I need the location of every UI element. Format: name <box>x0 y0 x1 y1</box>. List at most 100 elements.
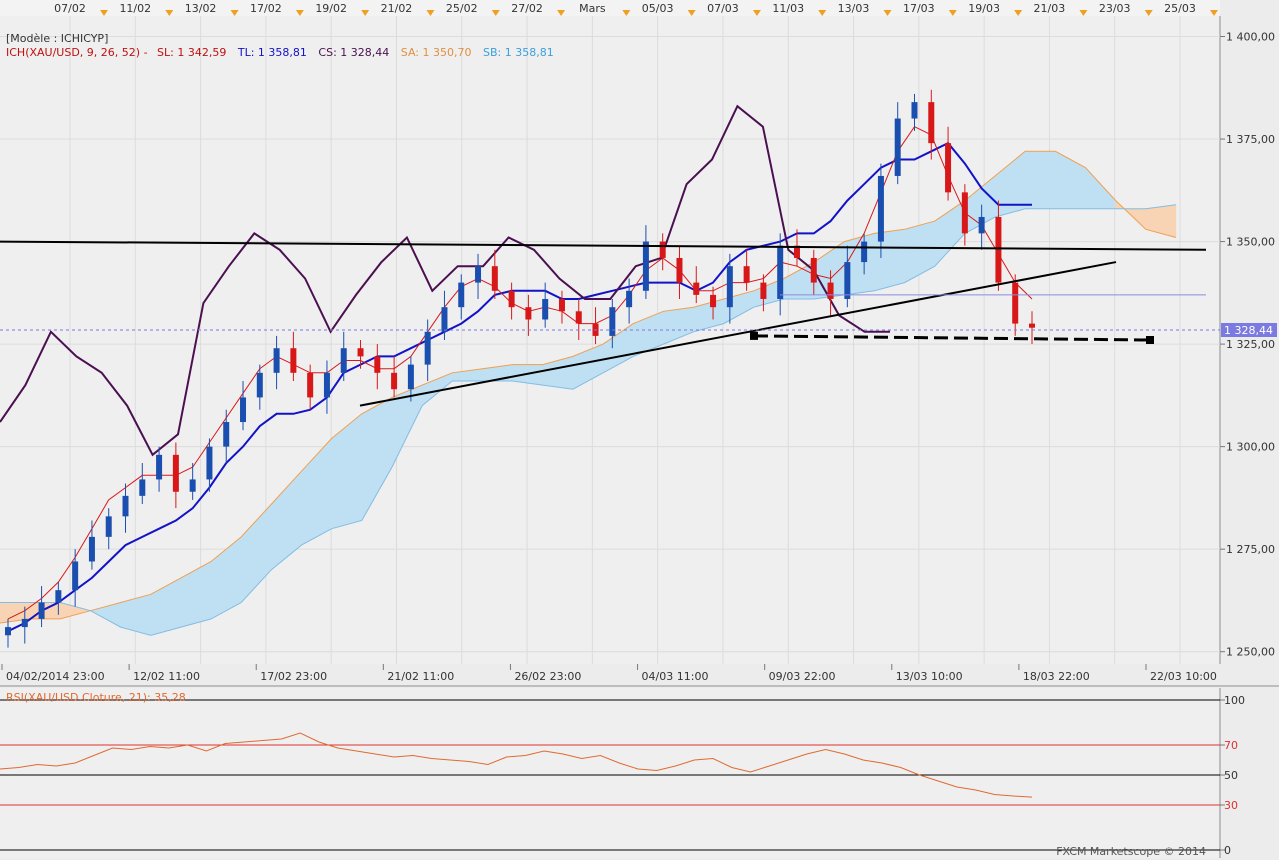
candle-body <box>55 590 62 603</box>
support-anchor-end <box>1146 336 1154 344</box>
date-marker <box>165 10 174 16</box>
date-marker <box>752 10 761 16</box>
rsi-tick-label: 30 <box>1224 799 1238 812</box>
legend-row: ICH(XAU/USD, 9, 26, 52) - SL: 1 342,59 T… <box>6 46 554 59</box>
candle-body <box>88 536 95 562</box>
top-date-label: 25/02 <box>446 2 478 15</box>
candle-body <box>156 454 163 480</box>
candle-body <box>290 348 297 373</box>
candle-body <box>189 479 196 492</box>
bottom-date-label: 21/02 11:00 <box>387 670 454 683</box>
trend-drawings <box>0 240 1220 407</box>
candle-body <box>105 516 112 537</box>
price-tick-label: 1 300,00 <box>1226 441 1275 454</box>
bottom-date-label: 22/03 10:00 <box>1150 670 1217 683</box>
date-marker <box>687 10 696 16</box>
candle-body <box>760 282 767 299</box>
candle-body <box>491 266 498 291</box>
date-marker <box>948 10 957 16</box>
model-label: [Modèle : ICHICYP] <box>6 32 108 45</box>
candle-body <box>978 216 985 234</box>
candle-body <box>21 618 28 628</box>
rising-trend-line <box>359 261 1117 407</box>
candle-body <box>995 216 1002 283</box>
candle-body <box>609 307 616 336</box>
candle-body <box>626 290 633 308</box>
resistance-line <box>0 240 1207 251</box>
candle-body <box>693 282 700 295</box>
candle-body <box>894 118 901 176</box>
candle-body <box>340 348 347 373</box>
candle-body <box>1012 282 1019 324</box>
date-marker <box>818 10 827 16</box>
bottom-date-label: 13/03 10:00 <box>896 670 963 683</box>
bottom-date-label: 04/03 11:00 <box>642 670 709 683</box>
top-date-label: 17/03 <box>903 2 935 15</box>
legend-indicator: ICH(XAU/USD, 9, 26, 52) - <box>6 46 148 59</box>
rsi-tick-label: 50 <box>1224 769 1238 782</box>
candle-body <box>928 102 935 144</box>
candle-body <box>793 245 800 258</box>
candle-body <box>743 266 750 283</box>
candle-body <box>256 372 263 398</box>
top-date-label: 07/02 <box>54 2 86 15</box>
price-tick-label: 1 250,00 <box>1226 646 1275 659</box>
candle-body <box>676 257 683 283</box>
top-date-label: 17/02 <box>250 2 282 15</box>
top-date-bar <box>0 0 1220 16</box>
chikou-span-line <box>0 104 890 457</box>
bottom-date-label: 04/02/2014 23:00 <box>6 670 105 683</box>
price-tick-label: 1 325,00 <box>1226 338 1275 351</box>
top-date-label: 13/03 <box>838 2 870 15</box>
bottom-date-label: 18/03 22:00 <box>1023 670 1090 683</box>
candle-body <box>810 257 817 283</box>
price-tick-label: 1 400,00 <box>1226 31 1275 44</box>
bottom-date-label: 17/02 23:00 <box>260 670 327 683</box>
date-marker <box>1014 10 1023 16</box>
date-marker <box>230 10 239 16</box>
price-tick-labels: 1 400,00 1 375,00 1 350,00 1 325,00 1 300,00… <box>1220 31 1275 659</box>
date-marker <box>426 10 435 16</box>
candle-body <box>642 241 649 291</box>
bottom-date-labels: 04/02/2014 23:00 12/02 11:00 17/02 23:00 21… <box>1 664 1217 683</box>
candle-body <box>961 192 968 234</box>
candle-body <box>391 372 398 390</box>
candle-body <box>558 298 565 312</box>
candle-body <box>861 241 868 263</box>
candle-body <box>5 627 11 636</box>
date-marker <box>883 10 892 16</box>
candle-body <box>407 364 414 390</box>
bottom-date-label: 09/03 22:00 <box>769 670 836 683</box>
grid <box>0 16 1220 664</box>
candle-body <box>307 372 314 398</box>
candle-body <box>139 479 146 496</box>
support-dashed-line <box>753 334 1151 342</box>
bottom-date-label: 26/02 23:00 <box>514 670 581 683</box>
rsi-axis <box>1220 688 1279 858</box>
candle-body <box>374 356 381 373</box>
candle-body <box>827 282 834 299</box>
top-date-label: 27/02 <box>511 2 543 15</box>
top-date-label: 07/03 <box>707 2 739 15</box>
price-axis <box>1220 16 1279 664</box>
candle-body <box>710 294 717 308</box>
candle-body <box>323 372 330 398</box>
watermark: FXCM Marketscope © 2014 <box>1056 845 1206 858</box>
kijun-sen-line <box>7 141 1032 633</box>
top-date-label: 19/03 <box>968 2 1000 15</box>
legend-sa: SA: 1 350,70 <box>401 46 472 59</box>
candle-body <box>122 495 129 517</box>
candle-body <box>508 290 515 308</box>
top-date-label: 19/02 <box>315 2 347 15</box>
candlesticks <box>5 89 1035 648</box>
date-marker <box>100 10 108 16</box>
cloud-segment <box>1024 151 1056 210</box>
date-marker <box>557 10 566 16</box>
current-price-label: 1 328,44 <box>1224 324 1273 337</box>
top-date-label: Mars <box>579 2 606 15</box>
top-date-label: 23/03 <box>1099 2 1131 15</box>
legend-tl: TL: 1 358,81 <box>237 46 307 59</box>
candle-body <box>38 602 45 619</box>
candle-body <box>240 397 247 423</box>
